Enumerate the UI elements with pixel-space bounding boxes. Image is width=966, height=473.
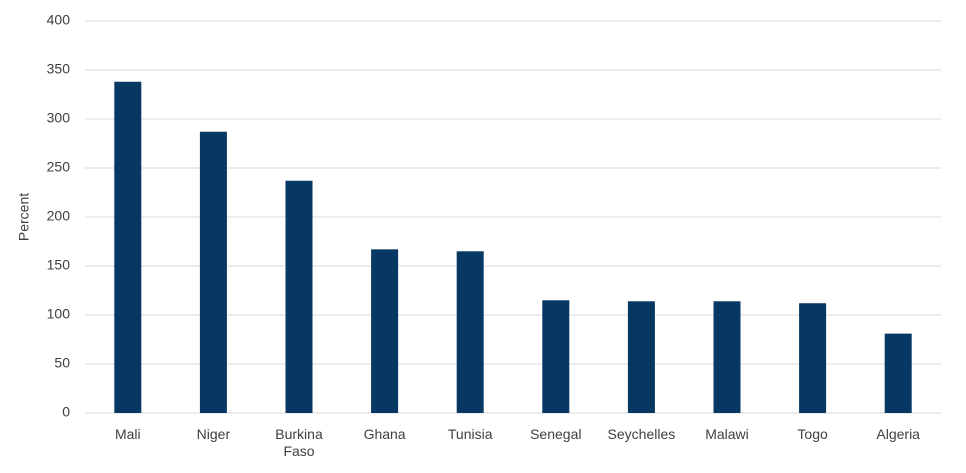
y-axis-label: Percent <box>16 193 32 241</box>
y-tick-label: 250 <box>47 159 71 175</box>
y-tick-label: 300 <box>47 110 71 126</box>
bar <box>713 301 741 413</box>
x-tick-label: Ghana <box>363 426 406 442</box>
x-tick-label: Niger <box>196 426 231 442</box>
x-tick-label: Seychelles <box>607 426 676 442</box>
y-tick-label: 50 <box>54 355 70 371</box>
bar <box>456 251 484 413</box>
bar <box>371 249 399 413</box>
bar <box>199 131 227 414</box>
bar <box>799 303 827 413</box>
x-tick-label: Togo <box>797 426 828 442</box>
y-tick-label: 350 <box>47 61 71 77</box>
x-tick-label: Senegal <box>530 426 582 442</box>
x-tick-label: Algeria <box>876 426 920 442</box>
bar <box>627 301 655 413</box>
y-tick-label: 100 <box>47 306 71 322</box>
bar <box>884 333 912 413</box>
y-tick-label: 0 <box>62 404 70 420</box>
bar <box>114 81 142 413</box>
y-tick-label: 150 <box>47 257 71 273</box>
y-tick-label: 200 <box>47 208 71 224</box>
x-tick-label: Malawi <box>705 426 749 442</box>
bar <box>542 300 570 413</box>
bar <box>285 180 313 413</box>
x-tick-label: Burkina Faso <box>275 426 323 459</box>
y-tick-label: 400 <box>47 12 71 28</box>
x-tick-label: Mali <box>114 426 141 442</box>
x-tick-label: Tunisia <box>447 426 493 442</box>
